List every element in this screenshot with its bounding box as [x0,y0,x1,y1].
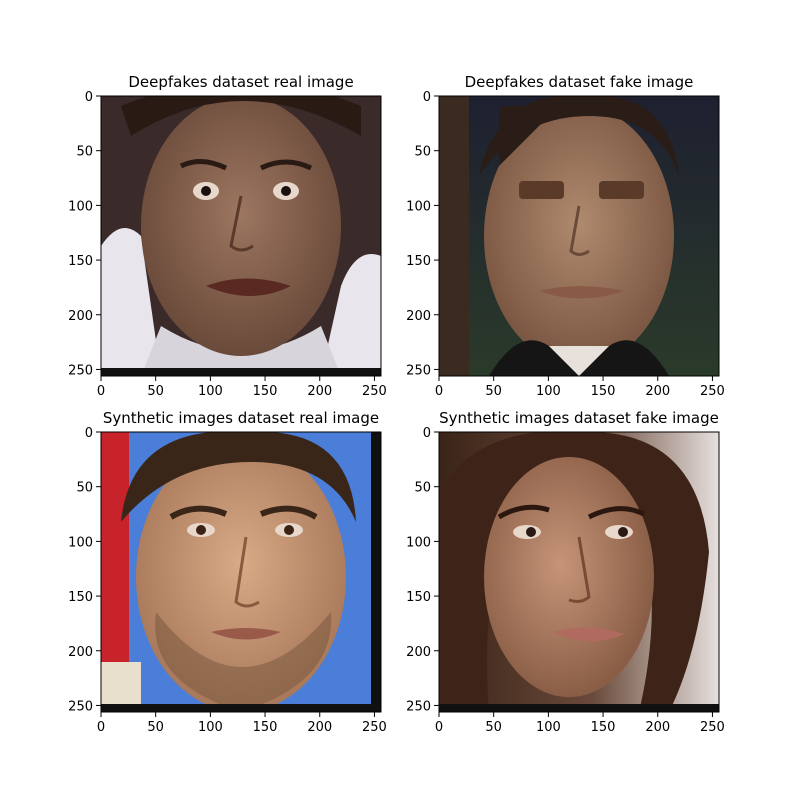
x-tick-label: 0 [435,720,443,735]
y-tick-label: 50 [414,481,431,496]
y-tick-label: 200 [406,645,431,660]
y-tick-label: 100 [406,535,431,550]
x-tick-label: 200 [645,384,670,399]
x-tick-label: 100 [198,720,223,735]
x-tick-label: 0 [97,384,105,399]
subplot-4: Synthetic images dataset fake image 0 50 10… [406,409,725,735]
y-tick-label: 100 [68,199,93,214]
y-tick-label: 250 [406,363,431,378]
x-tick-label: 150 [591,384,616,399]
x-tick-label: 250 [362,720,387,735]
y-tick-label: 250 [68,363,93,378]
x-tick-label: 100 [198,384,223,399]
y-tick-label: 50 [76,145,93,160]
y-tick-label: 0 [85,426,93,441]
x-tick-label: 100 [536,720,561,735]
y-tick-label: 200 [68,309,93,324]
y-tick-label: 0 [85,90,93,105]
y-tick-label: 50 [414,145,431,160]
y-tick-label: 150 [406,254,431,269]
subplot-1: Deepfakes dataset real image 0 50 100 150 200… [68,73,387,399]
y-tick-label: 100 [406,199,431,214]
y-tick-label: 250 [68,699,93,714]
x-tick-label: 100 [536,384,561,399]
x-tick-label: 0 [97,720,105,735]
y-tick-label: 150 [68,254,93,269]
x-tick-label: 50 [147,720,164,735]
face-photo-real-bearded-man-image [101,432,381,712]
subplot-title: Deepfakes dataset fake image [465,73,694,91]
x-tick-label: 50 [485,720,502,735]
face-photo-fake-man-image [439,96,719,376]
subplot-2: Deepfakes dataset fake image 0 50 100 150 200… [406,73,725,399]
x-tick-label: 250 [700,384,725,399]
y-tick-label: 250 [406,699,431,714]
y-tick-label: 200 [406,309,431,324]
x-tick-label: 150 [253,720,278,735]
x-tick-label: 200 [307,384,332,399]
subplot-title: Deepfakes dataset real image [128,73,353,91]
x-tick-label: 50 [485,384,502,399]
x-tick-label: 200 [645,720,670,735]
subplot-title: Synthetic images dataset real image [103,409,379,427]
x-tick-label: 50 [147,384,164,399]
x-tick-label: 150 [253,384,278,399]
subplot-title: Synthetic images dataset fake image [439,409,719,427]
x-tick-label: 250 [700,720,725,735]
face-photo-real-man-image [101,96,381,376]
axes-frame [100,431,382,713]
y-tick-label: 100 [68,535,93,550]
y-tick-label: 150 [406,590,431,605]
y-tick-label: 200 [68,645,93,660]
y-tick-label: 50 [76,481,93,496]
x-tick-label: 250 [362,384,387,399]
subplot-3: Synthetic images dataset real image 0 50 10… [68,409,387,735]
y-tick-label: 150 [68,590,93,605]
axes-frame [100,95,382,377]
face-photo-fake-woman-image [439,432,719,712]
x-tick-label: 150 [591,720,616,735]
axes-frame [438,95,720,377]
axes-frame [438,431,720,713]
x-tick-label: 200 [307,720,332,735]
y-tick-label: 0 [423,90,431,105]
x-tick-label: 0 [435,384,443,399]
y-tick-label: 0 [423,426,431,441]
